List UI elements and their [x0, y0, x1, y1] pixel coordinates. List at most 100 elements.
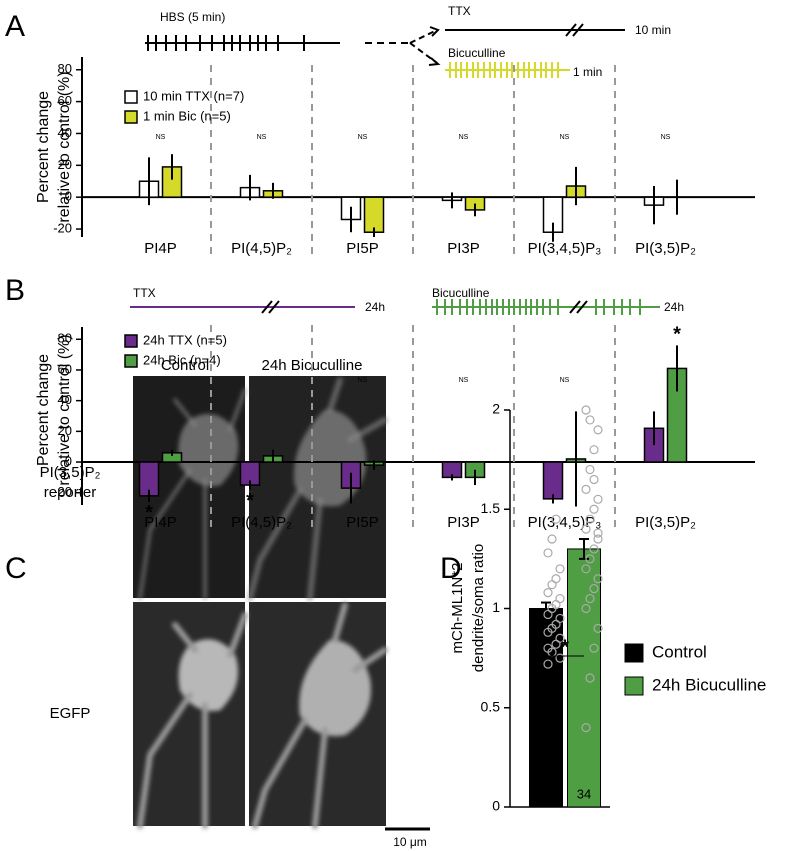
data-point: [543, 643, 553, 653]
schematic-label: Bicuculline: [448, 46, 506, 60]
row-label: PI(3,5)P₂: [40, 464, 101, 481]
data-point: [585, 593, 595, 604]
significance-star: *: [673, 324, 681, 346]
ns-label: NS: [358, 134, 368, 141]
schematic-label: TTX: [448, 4, 471, 18]
legend-label: 24h Bic (n=4): [143, 352, 221, 367]
data-point: [547, 534, 557, 544]
x-tick-label: PI3P: [447, 240, 480, 257]
y-axis-label: relative to control (%): [56, 71, 73, 222]
y-tick-label: 80: [58, 61, 72, 76]
panel-label: C: [5, 552, 27, 585]
y-tick-label: 80: [58, 331, 72, 346]
y-axis-label: dendrite/soma ratio: [470, 544, 487, 672]
data-point: [593, 494, 603, 504]
y-tick-label: 1: [492, 599, 500, 615]
y-tick-label: 60: [58, 93, 72, 108]
ns-label: NS: [560, 377, 570, 384]
x-tick-label: PI(4,5)P₂: [231, 514, 292, 531]
data-point: [543, 548, 553, 558]
data-point: [581, 564, 591, 574]
y-tick-label: 20: [58, 157, 72, 172]
data-point: [581, 603, 591, 614]
legend-label: 24h Bicuculline: [652, 675, 766, 694]
data-point: [581, 524, 591, 534]
data-point: [543, 588, 553, 598]
micrographs: [133, 376, 430, 831]
bar: [542, 461, 564, 500]
data-point: [593, 534, 603, 544]
data-point: [593, 528, 603, 538]
x-tick-label: PI5P: [346, 514, 379, 531]
x-tick-label: PI(3,4,5)P₃: [528, 240, 602, 257]
ns-label: NS: [459, 134, 469, 141]
x-tick-label: PI4P: [144, 514, 177, 531]
y-tick-label: 0: [492, 798, 500, 814]
x-tick-label: PI5P: [346, 240, 379, 257]
y-axis-label: Percent change: [35, 354, 52, 466]
schematic-b: [130, 299, 660, 315]
x-tick-label: PI(4,5)P₂: [231, 240, 292, 257]
data-point: [589, 544, 599, 554]
panel-label: B: [5, 274, 25, 307]
data-point: [581, 484, 591, 494]
ns-label: NS: [661, 134, 671, 141]
panel-label: A: [5, 10, 25, 43]
y-tick-label: 60: [58, 361, 72, 376]
bar: [567, 548, 601, 808]
y-tick-label: 2: [492, 401, 500, 417]
schematic-label: 1 min: [573, 65, 602, 79]
data-point: [555, 653, 565, 663]
schematic-label: 24h: [664, 300, 684, 314]
data-point: [589, 445, 599, 455]
ns-label: NS: [459, 377, 469, 384]
schematic-label: 24h: [365, 300, 385, 314]
bar: [363, 196, 385, 233]
data-point: [585, 464, 595, 475]
legend-label: 1 min Bic (n=5): [143, 108, 231, 123]
legend-swatch: [124, 334, 138, 348]
bar: [529, 608, 563, 808]
n-label: 34: [577, 786, 591, 801]
data-point: [585, 673, 595, 683]
ns-label: NS: [156, 134, 166, 141]
ns-label: NS: [257, 134, 267, 141]
schematic-label: 10 min: [635, 23, 671, 37]
y-tick-label: 0: [65, 453, 72, 468]
row-label: EGFP: [50, 705, 91, 722]
legend-label: 10 min TTX (n=7): [143, 88, 244, 103]
column-label: Control: [161, 357, 209, 374]
data-point: [585, 415, 595, 425]
data-point: [585, 514, 595, 524]
panel-label: D: [440, 552, 462, 585]
data-point: [589, 584, 599, 594]
y-tick-label: -20: [53, 484, 72, 499]
legend-swatch: [624, 643, 644, 663]
significance-star: *: [561, 636, 569, 658]
legend-swatch: [124, 110, 138, 124]
x-tick-label: PI(3,5)P₂: [635, 514, 696, 531]
y-tick-label: -20: [53, 220, 72, 235]
ns-label: NS: [358, 377, 368, 384]
x-tick-label: PI(3,5)P₂: [635, 240, 696, 257]
data-point: [589, 504, 599, 514]
significance-star: *: [145, 502, 153, 524]
data-point: [593, 623, 603, 633]
y-tick-label: 40: [58, 125, 72, 140]
data-point: [555, 633, 565, 643]
x-tick-label: PI4P: [144, 240, 177, 257]
data-point: [589, 643, 599, 653]
data-point: [555, 593, 565, 604]
data-point: [555, 564, 565, 574]
data-point: [593, 574, 603, 584]
y-axis-label: relative to control (%): [56, 334, 73, 485]
x-tick-label: PI3P: [447, 514, 480, 531]
data-point: [589, 474, 599, 485]
y-tick-label: 20: [58, 423, 72, 438]
data-point: [551, 514, 561, 524]
n-label: n=31: [531, 786, 560, 801]
legend-label: Control: [652, 642, 707, 661]
y-axis-label: Percent change: [35, 91, 52, 203]
data-point: [581, 722, 591, 733]
